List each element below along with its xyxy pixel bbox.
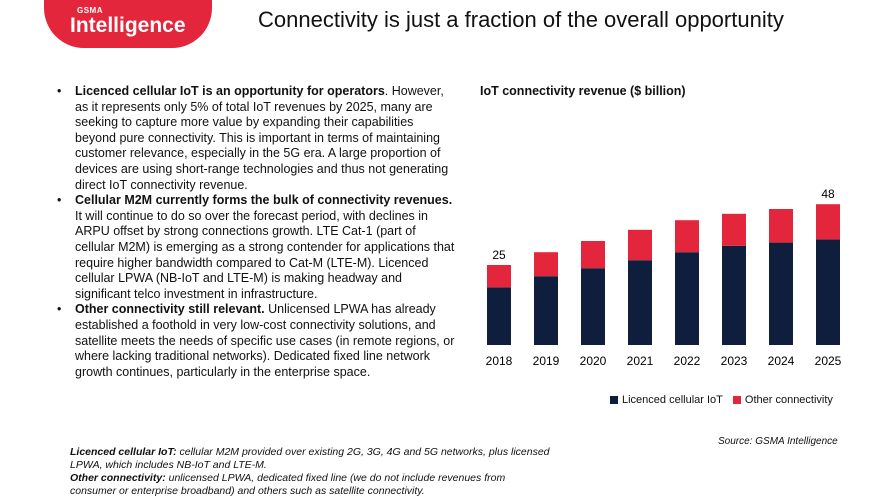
bar-licenced-2018 [487, 287, 511, 345]
chart-title: IoT connectivity revenue ($ billion) [480, 84, 686, 98]
bar-licenced-2020 [581, 268, 605, 345]
gsma-intelligence-logo: GSMA Intelligence [44, 0, 212, 48]
x-tick-label-2018: 2018 [486, 354, 513, 368]
bar-licenced-2023 [722, 245, 746, 345]
x-tick-label-2020: 2020 [580, 354, 607, 368]
chart-legend: Licenced cellular IoT Other connectivity [610, 394, 843, 406]
x-tick-label-2019: 2019 [533, 354, 560, 368]
bar-other-2018 [487, 265, 511, 288]
legend-swatch-licenced [610, 396, 618, 404]
bullet-text: It will continue to do so over the forec… [75, 208, 455, 301]
legend-swatch-other [732, 396, 741, 404]
bar-other-2022 [675, 220, 699, 253]
definition-licenced: Licenced cellular IoT: cellular M2M prov… [70, 446, 550, 472]
bar-licenced-2021 [628, 260, 652, 345]
bullet-bold: Cellular M2M currently forms the bulk of… [75, 193, 453, 208]
bar-other-2025 [816, 204, 840, 240]
bullet-item: Cellular M2M currently forms the bulk of… [57, 193, 457, 302]
bullet-item: Licenced cellular IoT is an opportunity … [57, 84, 457, 193]
bar-licenced-2024 [769, 242, 793, 345]
definition-other: Other connectivity: unlicensed LPWA, ded… [70, 472, 550, 498]
definition-term: Other connectivity: [70, 472, 166, 484]
definition-term: Licenced cellular IoT: [70, 446, 177, 458]
logo-big-text: Intelligence [70, 14, 186, 37]
logo-small-text: GSMA [77, 6, 103, 15]
x-tick-label-2023: 2023 [721, 354, 748, 368]
definition-text: unlicensed LPWA, dedicated fixed line (w… [70, 472, 506, 497]
bullet-list: Licenced cellular IoT is an opportunity … [57, 84, 457, 380]
legend-label-licenced: Licenced cellular IoT [622, 394, 723, 406]
definition-text: cellular M2M provided over existing 2G, … [70, 446, 550, 471]
x-tick-label-2025: 2025 [815, 354, 842, 368]
x-tick-label-2021: 2021 [627, 354, 654, 368]
revenue-bar-chart: 2018 25 2019 2020 2021 2022 2023 2024 2025 48 [486, 187, 842, 368]
bar-other-2021 [628, 229, 652, 261]
bar-other-2020 [581, 241, 605, 269]
bar-other-2019 [534, 252, 558, 277]
total-data-label-2018: 25 [492, 248, 506, 262]
source-note: Source: GSMA Intelligence [718, 436, 838, 447]
bullet-item: Other connectivity still relevant. Unlic… [57, 302, 457, 380]
legend-item-other: Other connectivity [732, 394, 833, 406]
bar-licenced-2022 [675, 252, 699, 345]
legend-label-other: Other connectivity [744, 394, 833, 406]
definitions: Licenced cellular IoT: cellular M2M prov… [70, 446, 550, 498]
bar-other-2024 [769, 209, 793, 243]
legend-item-licenced: Licenced cellular IoT [610, 394, 723, 406]
bar-other-2023 [722, 213, 746, 246]
page-title: Connectivity is just a fraction of the o… [258, 7, 784, 32]
bar-licenced-2025 [816, 239, 840, 345]
x-tick-label-2022: 2022 [674, 354, 701, 368]
total-data-label-2025: 48 [821, 187, 835, 201]
bullet-text: . However, as it represents only 5% of t… [75, 84, 449, 192]
bullet-bold: Other connectivity still relevant. [75, 302, 265, 317]
bullet-bold: Licenced cellular IoT is an opportunity … [75, 84, 385, 98]
bar-licenced-2019 [534, 276, 558, 345]
x-tick-label-2024: 2024 [768, 354, 795, 368]
bullet-text: Unlicensed LPWA has already established … [75, 302, 455, 379]
